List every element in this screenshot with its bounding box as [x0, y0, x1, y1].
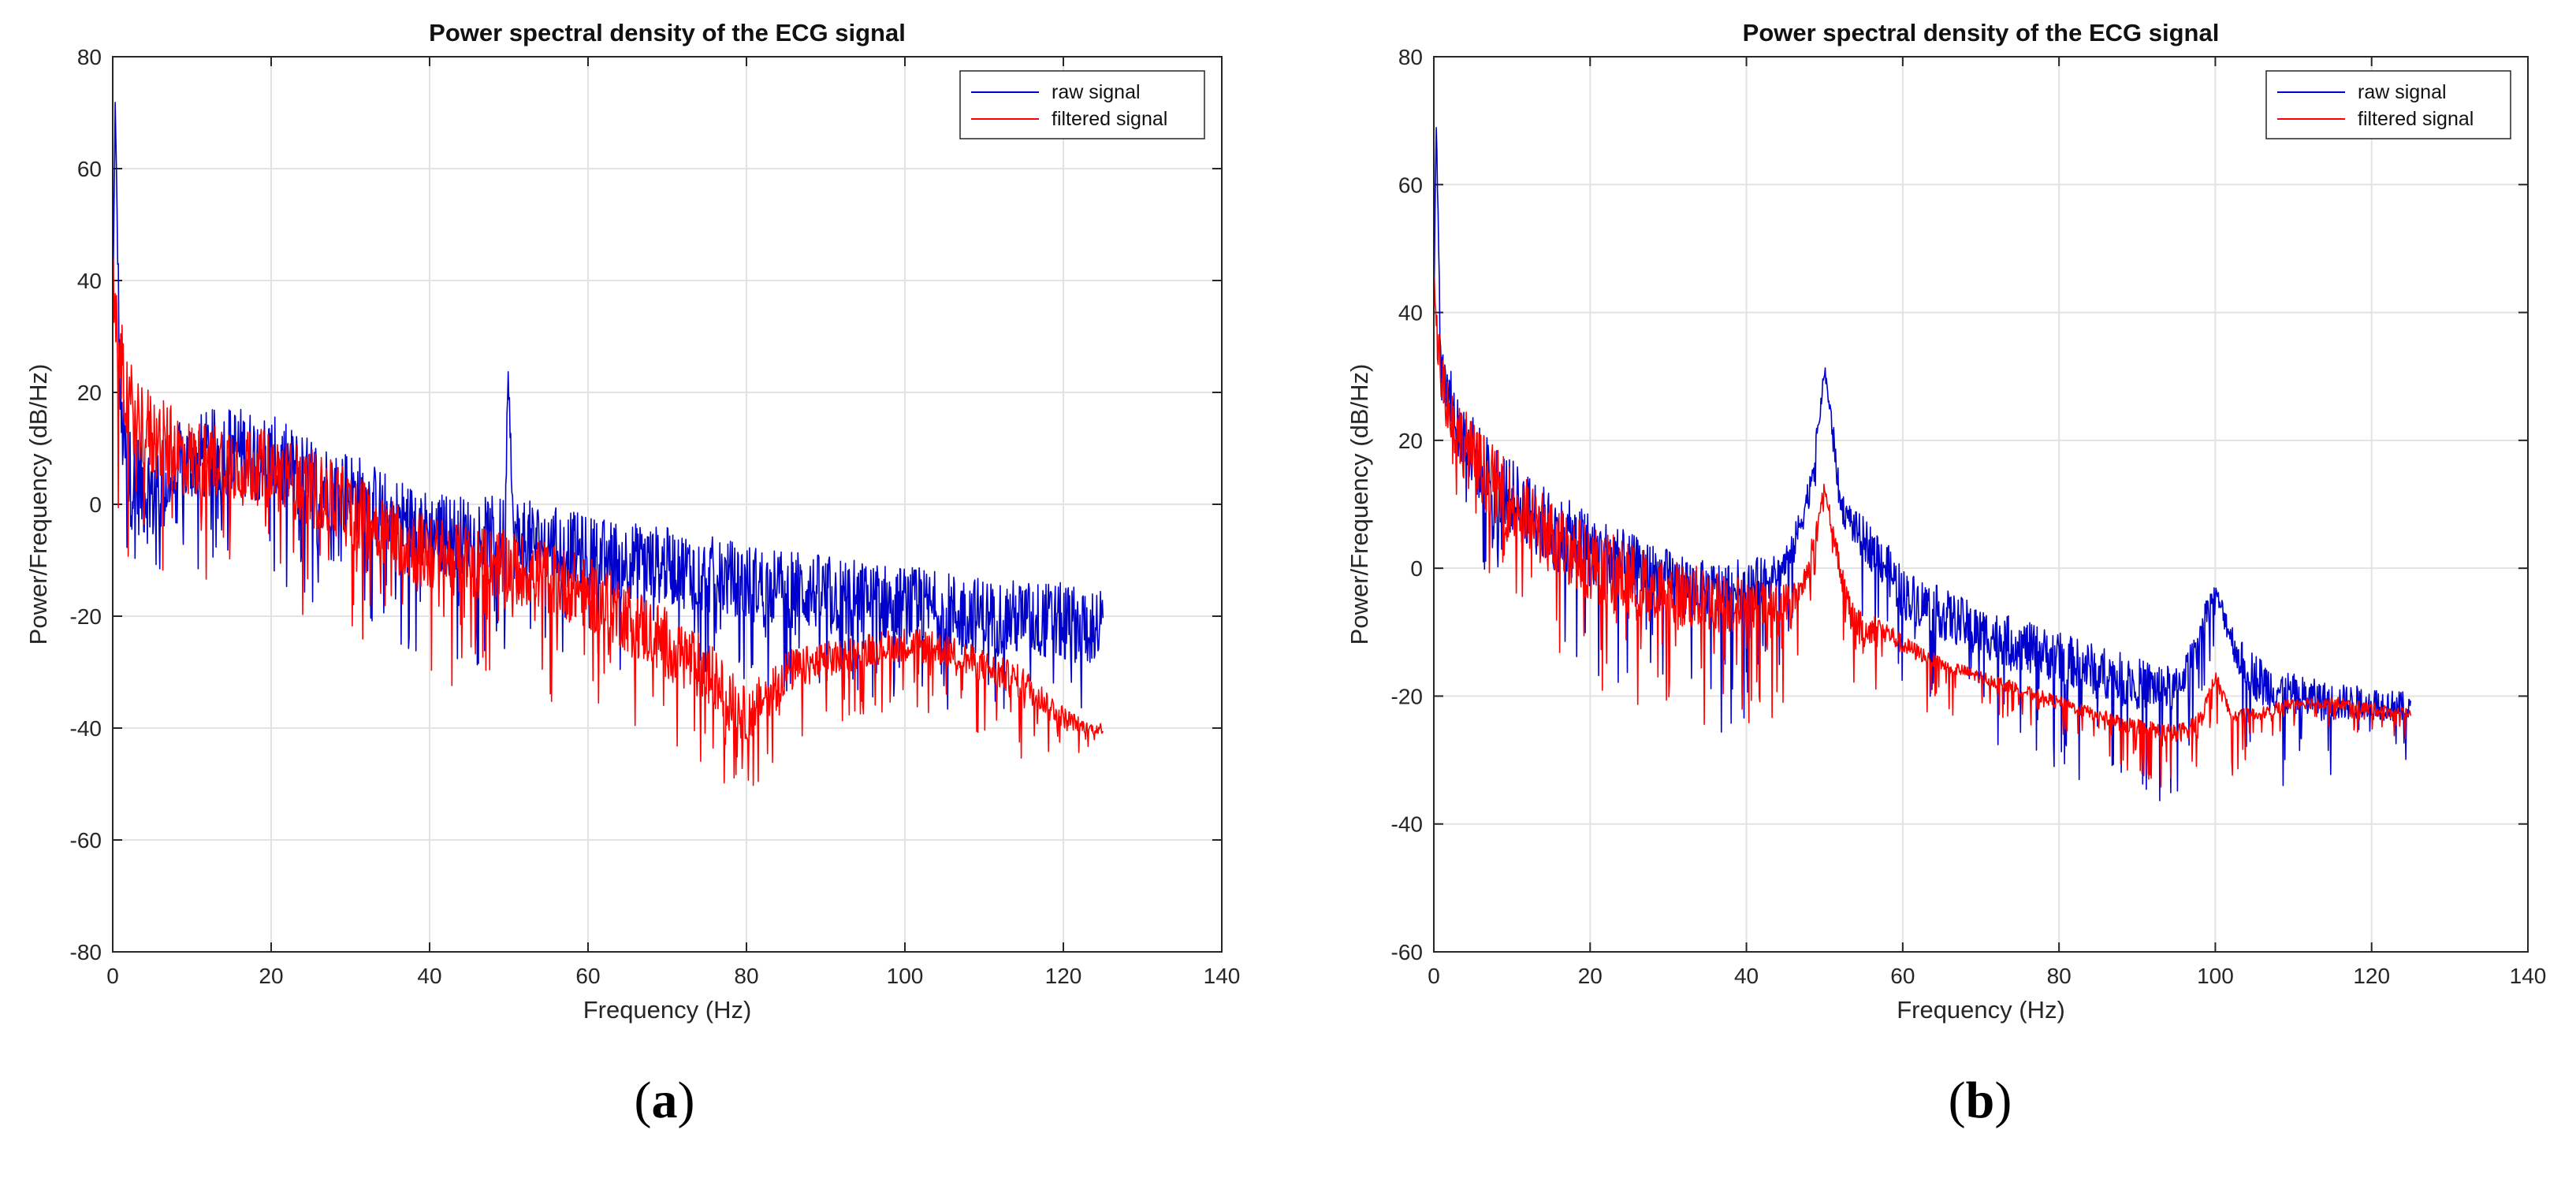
plot-area: [1434, 57, 2528, 952]
panel-caption: (a): [635, 1072, 695, 1129]
y-tick-label: -80: [70, 940, 102, 964]
legend-box: [2265, 70, 2511, 139]
y-tick-label: 20: [77, 381, 102, 405]
x-tick-label: 20: [259, 964, 283, 988]
legend-label-raw-signal: raw signal: [2358, 81, 2447, 103]
x-axis-label: Frequency (Hz): [583, 996, 752, 1024]
x-tick-label: 100: [887, 964, 924, 988]
series-line-filtered-signal: [113, 258, 1104, 786]
caption-letter: a: [652, 1072, 678, 1129]
x-tick-label: 80: [734, 964, 758, 988]
y-tick-label: -60: [1391, 940, 1423, 964]
y-tick-label: -40: [70, 716, 102, 741]
chart-title: Power spectral density of the ECG signal: [429, 19, 906, 46]
x-tick-label: 140: [2510, 964, 2547, 988]
x-tick-label: 20: [1578, 964, 1603, 988]
x-tick-label: 140: [1204, 964, 1241, 988]
axes-box: [1433, 56, 2529, 953]
legend: raw signal filtered signal: [2265, 70, 2511, 139]
legend-box: [959, 70, 1205, 139]
chart-title: Power spectral density of the ECG signal: [1743, 19, 2220, 46]
legend-label-filtered-signal: filtered signal: [2358, 108, 2474, 130]
legend-label-raw-signal: raw signal: [1052, 81, 1141, 103]
panel-caption: (b): [1949, 1072, 2012, 1129]
x-tick-label: 0: [106, 964, 119, 988]
x-axis-label: Frequency (Hz): [1897, 996, 2065, 1024]
caption-open: (: [635, 1072, 652, 1129]
y-tick-label: -20: [70, 604, 102, 629]
y-axis-label: Power/Frequency (dB/Hz): [1346, 364, 1373, 645]
y-tick-label: 80: [1398, 45, 1423, 69]
y-tick-label: 20: [1398, 429, 1423, 453]
x-tick-label: 120: [2353, 964, 2390, 988]
caption-letter: b: [1966, 1072, 1995, 1129]
y-tick-label: 0: [89, 492, 102, 517]
y-tick-label: -20: [1391, 684, 1423, 708]
x-tick-label: 80: [2047, 964, 2072, 988]
caption-close: ): [678, 1072, 695, 1129]
caption-open: (: [1949, 1072, 1966, 1129]
y-tick-label: -40: [1391, 812, 1423, 837]
legend: raw signal filtered signal: [959, 70, 1205, 139]
y-tick-label: 40: [1398, 301, 1423, 325]
y-tick-label: 40: [77, 269, 102, 293]
x-tick-label: 40: [417, 964, 441, 988]
series-line-filtered-signal: [1434, 273, 2412, 788]
y-tick-label: -60: [70, 828, 102, 853]
chart-panel-b: 0 20 40 60 80 100 120 140 -60 -40 -20 0 20 40 60 80 Powe…: [1346, 19, 2546, 1129]
y-tick-label: 80: [77, 45, 102, 69]
chart-panel-a: 0 20 40 60 80 100 120 140 -80 -60 -40 -20 0 20 40 60 80 P…: [24, 19, 1240, 1129]
x-tick-label: 60: [575, 964, 600, 988]
y-tick-label: 0: [1410, 556, 1423, 581]
caption-close: ): [1994, 1072, 2012, 1129]
x-tick-label: 60: [1890, 964, 1915, 988]
legend-label-filtered-signal: filtered signal: [1052, 108, 1167, 130]
x-tick-label: 120: [1045, 964, 1082, 988]
axes-box: [112, 56, 1223, 953]
x-tick-label: 0: [1428, 964, 1440, 988]
x-tick-label: 40: [1734, 964, 1759, 988]
y-tick-label: 60: [1398, 173, 1423, 197]
x-tick-label: 100: [2197, 964, 2234, 988]
y-axis-label: Power/Frequency (dB/Hz): [24, 364, 52, 645]
y-tick-label: 60: [77, 157, 102, 181]
